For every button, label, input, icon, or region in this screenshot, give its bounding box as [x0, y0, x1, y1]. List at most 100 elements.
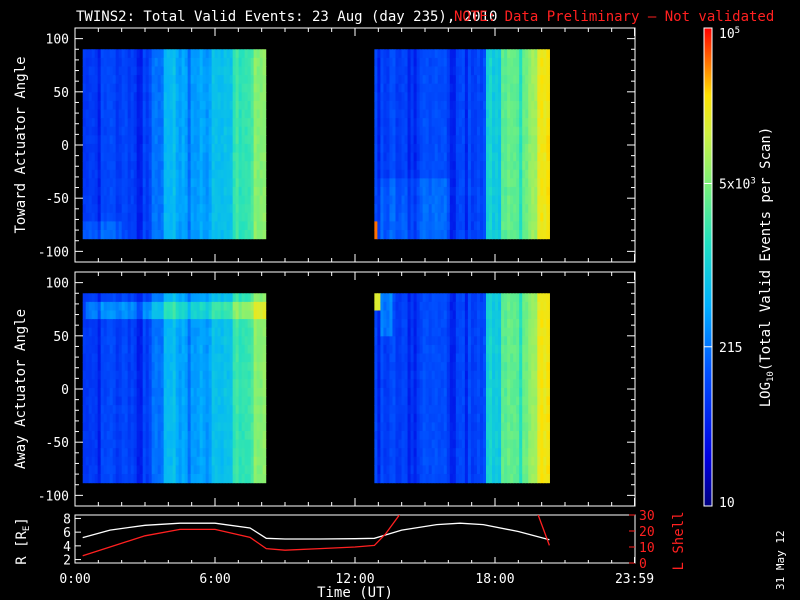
- heatmap-cell: [455, 327, 460, 337]
- heatmap-cell: [106, 293, 111, 303]
- heatmap-cell: [244, 152, 249, 162]
- heatmap-cell: [449, 370, 454, 380]
- heatmap-cell: [476, 413, 481, 423]
- heatmap-cell: [88, 439, 93, 449]
- heatmap-cell: [482, 379, 487, 389]
- heatmap-cell: [546, 118, 550, 128]
- heatmap-cell: [157, 439, 162, 449]
- heatmap-cell: [407, 49, 412, 59]
- heatmap-cell: [139, 396, 144, 406]
- heatmap-cell: [199, 336, 204, 346]
- heatmap-cell: [389, 344, 394, 355]
- heatmap-cell: [133, 135, 138, 145]
- heatmap-cell: [449, 465, 454, 475]
- heatmap-cell: [458, 379, 463, 389]
- heatmap-cell: [428, 83, 433, 93]
- heatmap-cell: [476, 327, 481, 337]
- heatmap-cell: [510, 135, 514, 145]
- heatmap-cell: [217, 405, 222, 415]
- heatmap-cell: [489, 465, 493, 475]
- heatmap-cell: [537, 195, 541, 205]
- heatmap-cell: [482, 362, 487, 372]
- heatmap-cell: [160, 379, 165, 389]
- heatmap-cell: [109, 439, 114, 449]
- heatmap-cell: [398, 370, 403, 380]
- heatmap-cell: [419, 66, 424, 76]
- heatmap-cell: [422, 118, 427, 128]
- heatmap-cell: [121, 178, 126, 188]
- heatmap-cell: [226, 83, 231, 93]
- heatmap-cell: [181, 221, 186, 231]
- heatmap-cell: [416, 75, 421, 85]
- heatmap-cell: [455, 362, 460, 372]
- heatmap-cell: [464, 344, 469, 355]
- heatmap-cell: [434, 66, 439, 76]
- heatmap-cell: [199, 143, 204, 154]
- heatmap-cell: [413, 204, 418, 214]
- heatmap-cell: [82, 152, 87, 162]
- heatmap-cell: [178, 66, 183, 76]
- heatmap-cell: [184, 195, 189, 205]
- heatmap-cell: [220, 319, 225, 329]
- heatmap-cell: [94, 212, 99, 222]
- heatmap-cell: [232, 301, 237, 312]
- heatmap-cell: [419, 49, 424, 59]
- heatmap-cell: [537, 186, 541, 197]
- heatmap-cell: [193, 344, 198, 355]
- heatmap-cell: [136, 370, 141, 380]
- heatmap-cell: [124, 327, 129, 337]
- heatmap-cell: [193, 75, 198, 85]
- heatmap-cell: [241, 143, 246, 154]
- heatmap-cell: [160, 405, 165, 415]
- heatmap-cell: [513, 83, 517, 93]
- heatmap-cell: [492, 430, 496, 441]
- heatmap-cell: [479, 126, 484, 136]
- heatmap-cell: [443, 92, 448, 102]
- heatmap-cell: [136, 126, 141, 136]
- heatmap-cell: [519, 169, 523, 179]
- heatmap-cell: [184, 473, 189, 484]
- heatmap-cell: [479, 49, 484, 59]
- heatmap-cell: [431, 152, 436, 162]
- heatmap-cell: [148, 135, 153, 145]
- heatmap-cell: [202, 362, 207, 372]
- heatmap-cell: [253, 396, 258, 406]
- heatmap-cell: [407, 178, 412, 188]
- heatmap-cell: [458, 66, 463, 76]
- heatmap-cell: [166, 379, 171, 389]
- heatmap-cell: [404, 405, 409, 415]
- heatmap-cell: [205, 439, 210, 449]
- heatmap-cell: [437, 118, 442, 128]
- heatmap-cell: [470, 387, 475, 398]
- heatmap-cell: [115, 327, 120, 337]
- heatmap-cell: [489, 448, 493, 458]
- heatmap-cell: [416, 301, 421, 312]
- heatmap-cell: [380, 319, 385, 329]
- heatmap-cell: [202, 178, 207, 188]
- heatmap-cell: [389, 100, 394, 111]
- heatmap-cell: [169, 422, 174, 432]
- heatmap-cell: [486, 362, 490, 372]
- heatmap-cell: [440, 405, 445, 415]
- heatmap-cell: [145, 439, 150, 449]
- heatmap-cell: [413, 66, 418, 76]
- heatmap-cell: [187, 178, 192, 188]
- heatmap-cell: [169, 135, 174, 145]
- heatmap-cell: [115, 456, 120, 466]
- heatmap-cell: [145, 422, 150, 432]
- heatmap-cell: [85, 362, 90, 372]
- heatmap-cell: [241, 169, 246, 179]
- heatmap-cell: [160, 135, 165, 145]
- heatmap-cell: [229, 49, 234, 59]
- heatmap-cell: [121, 118, 126, 128]
- heatmap-cell: [208, 178, 213, 188]
- heatmap-cell: [525, 92, 529, 102]
- heatmap-cell: [534, 204, 538, 214]
- heatmap-cell: [513, 221, 517, 231]
- heatmap-cell: [109, 362, 114, 372]
- heatmap-cell: [256, 49, 261, 59]
- heatmap-cell: [226, 336, 231, 346]
- heatmap-cell: [112, 83, 117, 93]
- heatmap-cell: [467, 327, 472, 337]
- heatmap-cell: [223, 204, 228, 214]
